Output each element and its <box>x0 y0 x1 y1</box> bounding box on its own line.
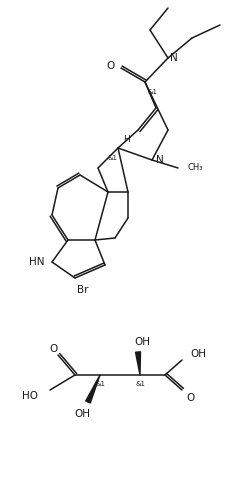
Text: O: O <box>107 61 115 71</box>
Text: OH: OH <box>190 349 206 359</box>
Text: Br: Br <box>77 285 88 295</box>
Polygon shape <box>86 375 100 403</box>
Text: HN: HN <box>30 257 45 267</box>
Text: N: N <box>170 53 178 63</box>
Text: OH: OH <box>134 337 150 347</box>
Text: N: N <box>156 155 164 165</box>
Text: OH: OH <box>74 409 90 419</box>
Text: &1: &1 <box>135 381 145 387</box>
Text: O: O <box>186 393 194 403</box>
Text: H: H <box>123 135 130 144</box>
Text: HO: HO <box>22 391 38 401</box>
Text: &1: &1 <box>148 89 158 95</box>
Text: CH₃: CH₃ <box>188 163 204 173</box>
Polygon shape <box>136 352 140 375</box>
Text: O: O <box>49 344 57 354</box>
Text: &1: &1 <box>95 381 105 387</box>
Text: &1: &1 <box>108 155 118 161</box>
